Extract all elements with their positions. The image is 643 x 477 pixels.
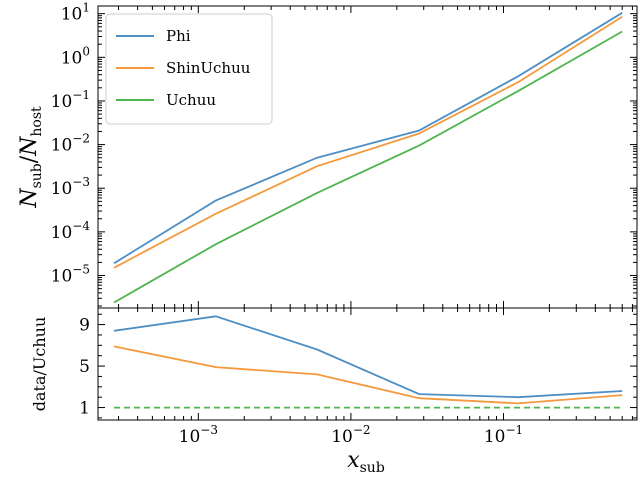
legend-label: ShinUchuu [166,59,251,77]
y-tick-label: 10−2 [51,132,90,156]
y-tick-label: 10−4 [51,219,91,243]
bottom-series [113,315,623,409]
series-line-uchuu [113,30,623,304]
y-tick-label: 9 [79,316,90,336]
ratio-line-shinuchuu [113,345,623,405]
y-tick-label: 5 [79,357,90,377]
x-axis-label: xsub [347,448,385,476]
ratio-line-phi [113,315,623,399]
bottom-ticks: 1 5 9 10−3 10−2 10−1 [79,308,637,447]
bottom-plot-frame [97,307,638,421]
top-y-axis-label: Nsub/Nhost [17,106,45,209]
series-line-phi [113,12,623,265]
bottom-y-axis-label: data/Uchuu [30,317,49,412]
x-tick-label: 10−3 [179,423,218,447]
y-tick-label: 1 [79,399,90,419]
top-series [113,12,623,304]
top-ticks: 10−5 10−4 10−3 10−2 10−1 100 101 [51,1,637,308]
x-tick-label: 10−2 [331,423,370,447]
top-panel: 10−5 10−4 10−3 10−2 10−1 100 101 Phi ShinUchuu U… [17,1,638,309]
y-tick-label: 10−3 [51,175,90,199]
bottom-panel: 1 5 9 10−3 10−2 10−1 data/Uchuu xsub [30,307,638,476]
x-tick-label: 10−1 [484,423,523,447]
y-tick-label: 10−1 [51,88,90,112]
y-tick-label: 10−5 [51,263,90,287]
series-line-shinuchuu [113,16,623,269]
legend: Phi ShinUchuu Uchuu [105,13,273,125]
legend-label: Phi [166,27,191,45]
y-tick-label: 101 [61,1,90,25]
legend-label: Uchuu [166,91,216,109]
y-tick-label: 100 [61,44,90,68]
legend-box [105,13,273,125]
